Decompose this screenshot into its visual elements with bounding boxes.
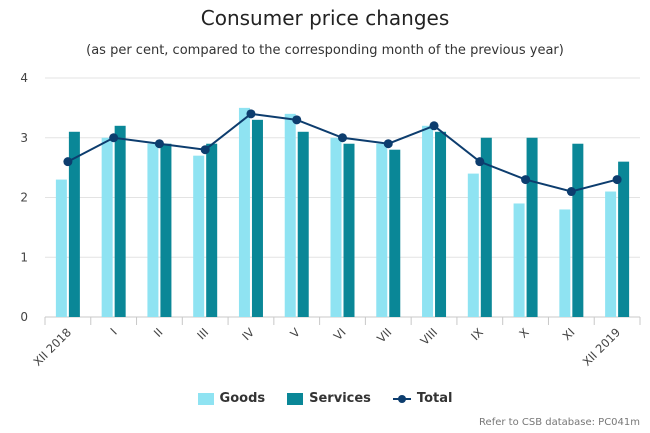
bar-services bbox=[389, 149, 401, 317]
bar-goods bbox=[467, 173, 479, 317]
bar-goods bbox=[238, 107, 250, 317]
point-total bbox=[475, 157, 485, 167]
bar-services bbox=[114, 125, 126, 317]
bar-services bbox=[251, 119, 263, 317]
bar-services bbox=[160, 143, 172, 317]
chart-title: Consumer price changes bbox=[200, 6, 450, 30]
bar-goods bbox=[330, 137, 342, 317]
bar-goods bbox=[376, 143, 388, 317]
bar-services bbox=[343, 143, 355, 317]
y-tick-label: 0 bbox=[20, 310, 28, 324]
point-total bbox=[292, 115, 302, 125]
legend-item-goods[interactable]: Goods bbox=[197, 391, 266, 406]
bar-services bbox=[618, 161, 630, 317]
x-tick-label: V bbox=[287, 325, 303, 341]
point-total bbox=[154, 139, 164, 149]
legend-label-services: Services bbox=[309, 391, 371, 406]
legend-swatch-goods bbox=[197, 392, 214, 405]
point-total bbox=[200, 145, 210, 155]
x-tick-label: III bbox=[194, 325, 211, 342]
x-tick-label: IV bbox=[239, 325, 257, 343]
point-total bbox=[338, 133, 347, 143]
x-tick-label: XI bbox=[560, 325, 578, 343]
point-total bbox=[521, 175, 531, 185]
y-tick-label: 1 bbox=[20, 250, 28, 264]
legend-swatch-total bbox=[392, 393, 411, 405]
legend: Goods Services Total bbox=[0, 391, 650, 406]
bar-services bbox=[572, 143, 584, 317]
legend-label-total: Total bbox=[416, 391, 453, 406]
y-tick-label: 2 bbox=[20, 191, 28, 205]
point-total bbox=[383, 139, 393, 149]
bar-goods bbox=[101, 137, 113, 317]
y-tick-label: 3 bbox=[20, 131, 28, 145]
x-tick-label: VII bbox=[374, 325, 394, 345]
bar-goods bbox=[422, 125, 434, 317]
x-tick-label: VI bbox=[331, 325, 349, 343]
x-tick-label: X bbox=[516, 325, 532, 341]
credits[interactable]: Refer to CSB database: PC041m bbox=[479, 417, 640, 428]
chart-subtitle: (as per cent, compared to the correspond… bbox=[86, 43, 564, 58]
bar-services bbox=[480, 137, 492, 317]
point-total bbox=[109, 133, 119, 143]
point-total bbox=[566, 187, 576, 197]
legend-label-goods: Goods bbox=[219, 391, 266, 406]
x-tick-label: IX bbox=[468, 325, 486, 343]
y-tick-label: 4 bbox=[20, 71, 28, 85]
legend-item-total[interactable]: Total bbox=[392, 391, 453, 406]
point-total bbox=[612, 175, 622, 185]
x-tick-label: XII 2018 bbox=[30, 325, 74, 369]
bar-services bbox=[435, 131, 447, 317]
bar-services bbox=[68, 131, 80, 317]
bar-services bbox=[206, 143, 218, 317]
x-tick-label: VIII bbox=[417, 325, 440, 348]
x-tick-label: II bbox=[151, 325, 166, 340]
x-tick-label: XII 2019 bbox=[580, 325, 624, 369]
legend-swatch-services bbox=[287, 392, 304, 405]
point-total bbox=[246, 109, 256, 119]
bar-goods bbox=[284, 113, 296, 317]
bar-goods bbox=[559, 209, 571, 317]
bar-services bbox=[297, 131, 309, 317]
bar-goods bbox=[55, 179, 67, 317]
bar-goods bbox=[147, 143, 159, 317]
point-total bbox=[63, 157, 73, 167]
point-total bbox=[429, 121, 439, 131]
bar-services bbox=[526, 137, 538, 317]
legend-item-services[interactable]: Services bbox=[287, 391, 371, 406]
bar-goods bbox=[605, 191, 617, 317]
bar-goods bbox=[513, 203, 525, 317]
x-tick-label: I bbox=[107, 325, 119, 337]
bar-goods bbox=[193, 155, 205, 317]
